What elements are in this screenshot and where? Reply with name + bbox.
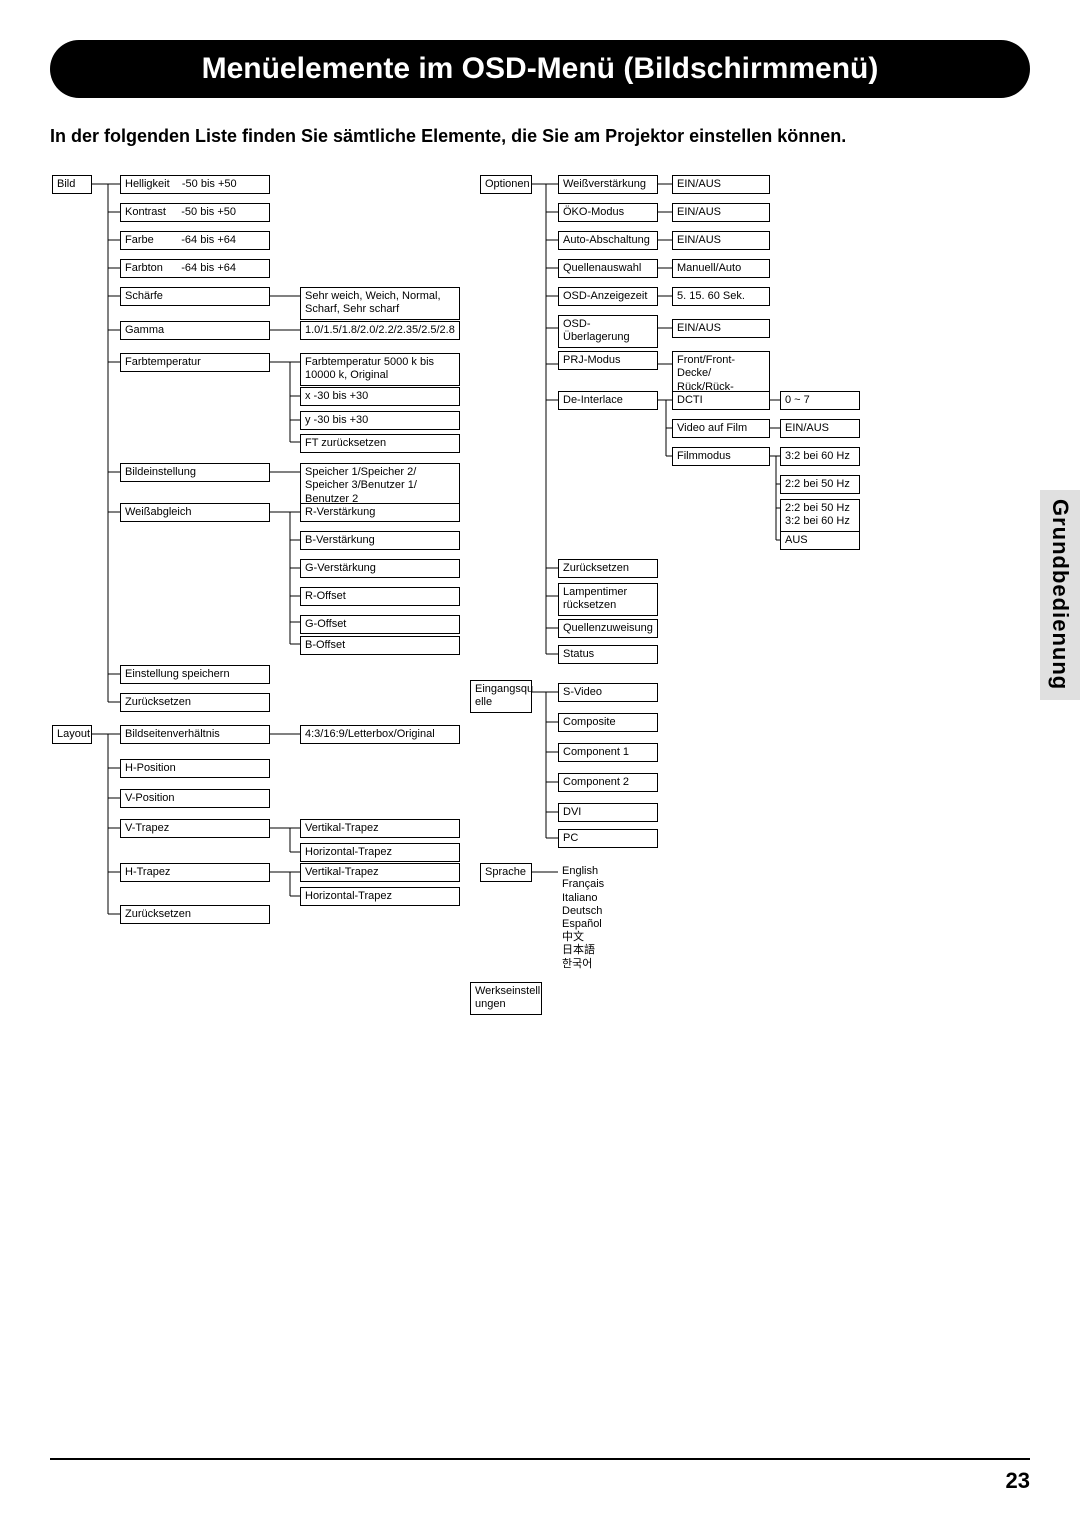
ft-sub-1: x -30 bis +30: [300, 387, 460, 406]
opts-schaerfe: Sehr weich, Weich, Normal, Scharf, Sehr …: [300, 287, 460, 319]
ft-sub-2: y -30 bis +30: [300, 411, 460, 430]
sprache-list: English Français Italiano Deutsch Españo…: [558, 863, 658, 973]
menu-layout: Layout: [52, 725, 92, 744]
item-einstellung-speichern: Einstellung speichern: [120, 665, 270, 684]
opts-bildseitenverhaeltnis: 4:3/16:9/Letterbox/Original: [300, 725, 460, 744]
input-2: Component 1: [558, 743, 658, 762]
opt-val-1: EIN/AUS: [672, 203, 770, 222]
menu-eingangsquelle: Eingangsqu elle: [470, 680, 532, 712]
wa-sub-3: R-Offset: [300, 587, 460, 606]
layout-item-5: Zurücksetzen: [120, 905, 270, 924]
opt-item-3: Quellenauswahl: [558, 259, 658, 278]
section-tab: Grundbedienung: [1040, 490, 1080, 700]
page-number: 23: [1006, 1468, 1030, 1493]
layout-item-1: H-Position: [120, 759, 270, 778]
opt-val-4: 5. 15. 60 Sek.: [672, 287, 770, 306]
opt-val-2: EIN/AUS: [672, 231, 770, 250]
input-5: PC: [558, 829, 658, 848]
deint-2: Filmmodus: [672, 447, 770, 466]
opt-item-2: Auto-Abschaltung: [558, 231, 658, 250]
film-2: 2:2 bei 50 Hz 3:2 bei 60 Hz: [780, 499, 860, 531]
layout-item-2: V-Position: [120, 789, 270, 808]
page-title: Menüelemente im OSD-Menü (Bildschirmmenü…: [50, 40, 1030, 98]
wa-sub-4: G-Offset: [300, 615, 460, 634]
item-zuruecksetzen: Zurücksetzen: [120, 693, 270, 712]
item-bildeinstellung: Bildeinstellung: [120, 463, 270, 482]
section-tab-label: Grundbedienung: [1047, 499, 1073, 690]
item-farbtemperatur: Farbtemperatur: [120, 353, 270, 372]
menu-optionen: Optionen: [480, 175, 532, 194]
opt-item-0: Weißverstärkung: [558, 175, 658, 194]
htrapez-1: Horizontal-Trapez: [300, 887, 460, 906]
htrapez-0: Vertikal-Trapez: [300, 863, 460, 882]
input-1: Composite: [558, 713, 658, 732]
item-gamma: Gamma: [120, 321, 270, 340]
deint-val-0: 0 ~ 7: [780, 391, 860, 410]
ft-sub-3: FT zurücksetzen: [300, 434, 460, 453]
menu-bild: Bild: [52, 175, 92, 194]
vtrapez-0: Vertikal-Trapez: [300, 819, 460, 838]
connector-lines: [50, 172, 1030, 1122]
opt-item-6: PRJ-Modus: [558, 351, 658, 370]
input-4: DVI: [558, 803, 658, 822]
item-weissabgleich: Weißabgleich: [120, 503, 270, 522]
wa-sub-1: B-Verstärkung: [300, 531, 460, 550]
layout-item-4: H-Trapez: [120, 863, 270, 882]
opts-gamma: 1.0/1.5/1.8/2.0/2.2/2.35/2.5/2.8: [300, 321, 460, 340]
opt-item-4: OSD-Anzeigezeit: [558, 287, 658, 306]
item-helligkeit: Helligkeit -50 bis +50: [120, 175, 270, 194]
layout-item-3: V-Trapez: [120, 819, 270, 838]
item-kontrast: Kontrast -50 bis +50: [120, 203, 270, 222]
input-3: Component 2: [558, 773, 658, 792]
film-1: 2:2 bei 50 Hz: [780, 475, 860, 494]
page-footer: 23: [50, 1458, 1030, 1494]
item-farbe: Farbe -64 bis +64: [120, 231, 270, 250]
opt-val-5: EIN/AUS: [672, 319, 770, 338]
wa-sub-2: G-Verstärkung: [300, 559, 460, 578]
menu-werkseinstellungen: Werkseinstell ungen: [470, 982, 542, 1014]
input-0: S-Video: [558, 683, 658, 702]
deint-1: Video auf Film: [672, 419, 770, 438]
menu-tree-diagram: Bild Helligkeit -50 bis +50 Kontrast -50…: [50, 172, 1030, 1122]
film-3: AUS: [780, 531, 860, 550]
film-0: 3:2 bei 60 Hz: [780, 447, 860, 466]
deint-val-1: EIN/AUS: [780, 419, 860, 438]
ft-sub-0: Farbtemperatur 5000 k bis 10000 k, Origi…: [300, 353, 460, 385]
opt-item-10: Quellenzuweisung: [558, 619, 658, 638]
opt-item-5: OSD- Überlagerung: [558, 315, 658, 347]
opt-item-9: Lampentimer rücksetzen: [558, 583, 658, 615]
layout-item-0: Bildseitenverhältnis: [120, 725, 270, 744]
opt-item-7: De-Interlace: [558, 391, 658, 410]
opt-item-11: Status: [558, 645, 658, 664]
wa-sub-5: B-Offset: [300, 636, 460, 655]
deint-0: DCTI: [672, 391, 770, 410]
wa-sub-0: R-Verstärkung: [300, 503, 460, 522]
item-schaerfe: Schärfe: [120, 287, 270, 306]
opt-val-3: Manuell/Auto: [672, 259, 770, 278]
intro-text: In der folgenden Liste finden Sie sämtli…: [50, 124, 1030, 148]
opt-item-8: Zurücksetzen: [558, 559, 658, 578]
vtrapez-1: Horizontal-Trapez: [300, 843, 460, 862]
item-farbton: Farbton -64 bis +64: [120, 259, 270, 278]
opt-val-0: EIN/AUS: [672, 175, 770, 194]
menu-sprache: Sprache: [480, 863, 532, 882]
opts-bildeinstellung: Speicher 1/Speicher 2/ Speicher 3/Benutz…: [300, 463, 460, 509]
opt-item-1: ÖKO-Modus: [558, 203, 658, 222]
